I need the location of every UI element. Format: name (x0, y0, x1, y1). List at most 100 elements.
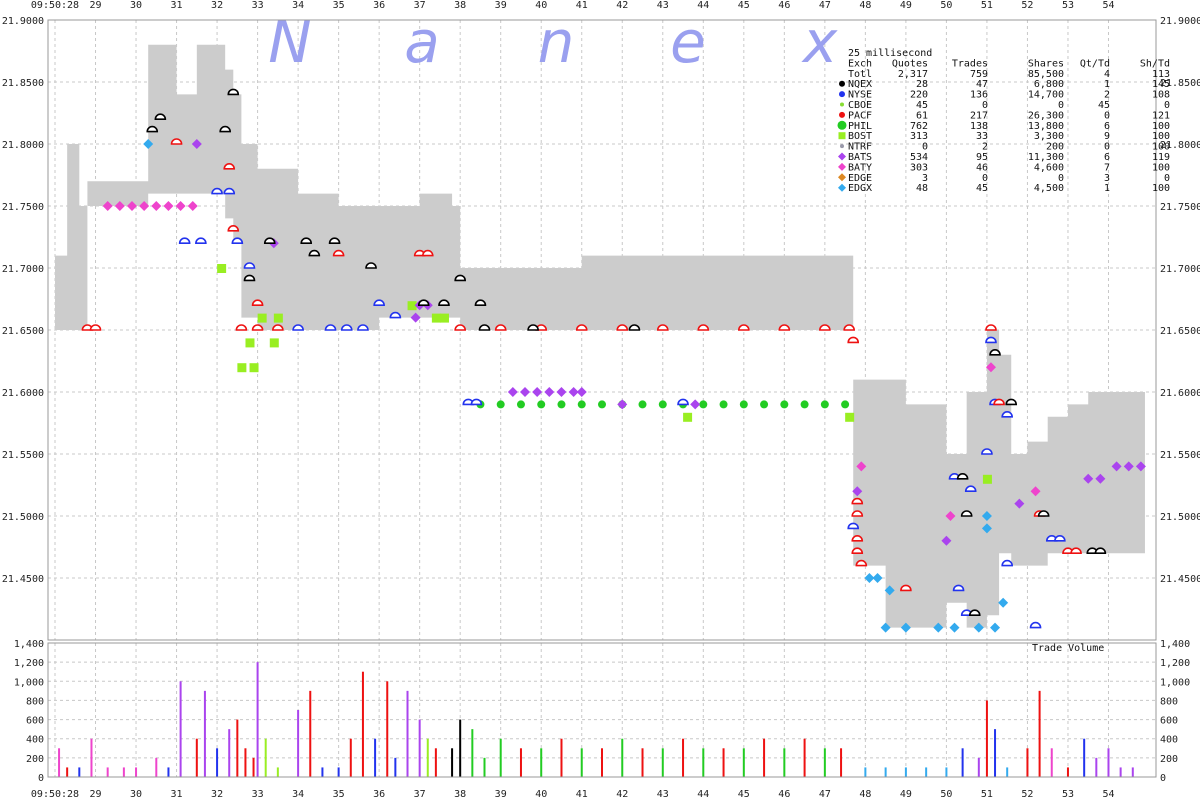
y-tick-label-left: 21.6500 (2, 326, 44, 337)
quote-marker-nyse (981, 448, 993, 455)
quote-marker-edgx (990, 622, 1001, 633)
quote-marker-phil (598, 400, 606, 409)
volume-bar-pacf (236, 719, 239, 777)
quote-marker-bats (410, 312, 421, 323)
quote-marker-edgx (973, 622, 984, 633)
legend-cell: 119 (1152, 152, 1170, 163)
volume-bar-phil (483, 757, 486, 777)
quote-marker-pacf (227, 225, 240, 232)
quote-marker-nqex (628, 324, 641, 331)
volume-bar-nqex (451, 748, 454, 777)
x-tick-label-bottom: 39 (495, 789, 507, 800)
x-tick-label-top: 46 (778, 0, 790, 11)
legend-header: Shares (1028, 58, 1064, 69)
legend-cell: 0 (1164, 173, 1170, 184)
quote-marker-pacf (251, 324, 264, 331)
quote-marker-bost (431, 313, 441, 323)
legend-cell: 45 (916, 100, 928, 111)
quote-marker-bost (257, 313, 267, 323)
legend-header: Qt/Td (1080, 58, 1110, 69)
legend-cell: 145 (1152, 79, 1170, 90)
volume-bar-bats (977, 757, 980, 777)
quote-marker-bats (544, 387, 555, 397)
legend-cell: 95 (976, 152, 988, 163)
x-tick-label-bottom: 44 (697, 789, 709, 800)
quote-marker-pacf (272, 324, 284, 331)
legend-cell: 100 (1152, 162, 1170, 173)
x-tick-label-top: 29 (89, 0, 101, 11)
legend-swatch-bost (838, 132, 846, 140)
volume-tick-label-right: 1,000 (1160, 677, 1190, 688)
legend-cell: 100 (1152, 121, 1170, 132)
y-tick-label-left: 21.8500 (2, 78, 44, 89)
x-tick-label-top: 31 (171, 0, 183, 11)
quote-marker-bost (245, 338, 255, 348)
x-tick-label-top: 34 (292, 0, 304, 11)
quote-marker-nqex (956, 473, 969, 480)
quote-marker-pacf (843, 324, 855, 331)
y-tick-label-left: 21.5000 (2, 512, 44, 523)
legend-cell: 6 (1104, 152, 1110, 163)
volume-bar-pacf (722, 748, 725, 777)
quote-marker-bost (683, 412, 693, 422)
quote-marker-nqex (243, 274, 256, 282)
quote-marker-bost (249, 363, 259, 373)
x-tick-label-top: 39 (495, 0, 507, 11)
legend-cell: 0 (1104, 142, 1110, 153)
legend-cell: 108 (1152, 90, 1170, 101)
legend-swatch-edgx (838, 183, 846, 192)
quote-marker-bats (1083, 473, 1094, 484)
volume-tick-label-left: 0 (38, 773, 44, 784)
legend-cell: BOST (848, 131, 872, 142)
quote-marker-phil (820, 400, 829, 409)
legend-cell: 46 (976, 162, 988, 173)
quote-marker-pacf (851, 510, 864, 517)
volume-bar-baty (58, 748, 61, 777)
volume-bar-phil (702, 748, 705, 777)
legend-cell: 220 (910, 90, 928, 101)
volume-bar-pacf (244, 748, 247, 777)
x-tick-label-top: 45 (738, 0, 750, 11)
quote-marker-phil (496, 400, 505, 409)
nbbo-spread-area (55, 44, 1145, 628)
x-tick-label-top: 41 (576, 0, 588, 11)
legend-cell: NTRF (848, 142, 872, 153)
quote-marker-bost (273, 313, 283, 323)
volume-bar-pacf (386, 681, 389, 777)
y-tick-label-right: 21.5500 (1160, 450, 1200, 461)
legend-cell: 61 (916, 110, 928, 121)
legend-cell: 7 (1104, 162, 1110, 173)
volume-tick-label-right: 200 (1160, 754, 1178, 765)
quote-marker-edgx (933, 622, 944, 633)
quote-marker-baty (856, 461, 867, 472)
quote-marker-nyse (1001, 559, 1013, 567)
volume-bar-pacf (195, 738, 198, 777)
quote-marker-pacf (697, 324, 710, 331)
legend-cell: 14,700 (1028, 90, 1064, 101)
legend-swatch-edge (838, 173, 846, 182)
volume-bar-bost (276, 767, 279, 777)
y-tick-label-right: 21.5000 (1160, 512, 1200, 523)
quote-marker-nqex (300, 237, 313, 244)
legend-cell: 138 (970, 121, 988, 132)
volume-bar-pacf (1038, 690, 1041, 777)
volume-tick-label-right: 0 (1160, 773, 1166, 784)
quote-marker-nyse (985, 336, 997, 344)
quote-marker-pacf (223, 163, 236, 170)
legend-cell: 4,500 (1034, 183, 1064, 194)
legend-cell: 303 (910, 162, 928, 173)
quote-marker-baty (187, 201, 198, 211)
quote-marker-bats (1123, 461, 1134, 472)
volume-bar-phil (580, 748, 583, 777)
volume-bar-phil (661, 748, 664, 777)
x-tick-label-bottom: 50 (940, 789, 952, 800)
quote-marker-bost (269, 338, 279, 348)
volume-bar-nyse (994, 729, 997, 777)
x-tick-label-top: 40 (535, 0, 547, 11)
y-tick-label-right: 21.7500 (1160, 202, 1200, 213)
x-tick-label-top: 09:50:28 (31, 0, 79, 11)
volume-bar-nyse (216, 748, 219, 777)
volume-bar-nyse (394, 757, 397, 777)
volume-tick-label-left: 200 (26, 754, 44, 765)
legend-cell: 1 (1104, 183, 1110, 194)
